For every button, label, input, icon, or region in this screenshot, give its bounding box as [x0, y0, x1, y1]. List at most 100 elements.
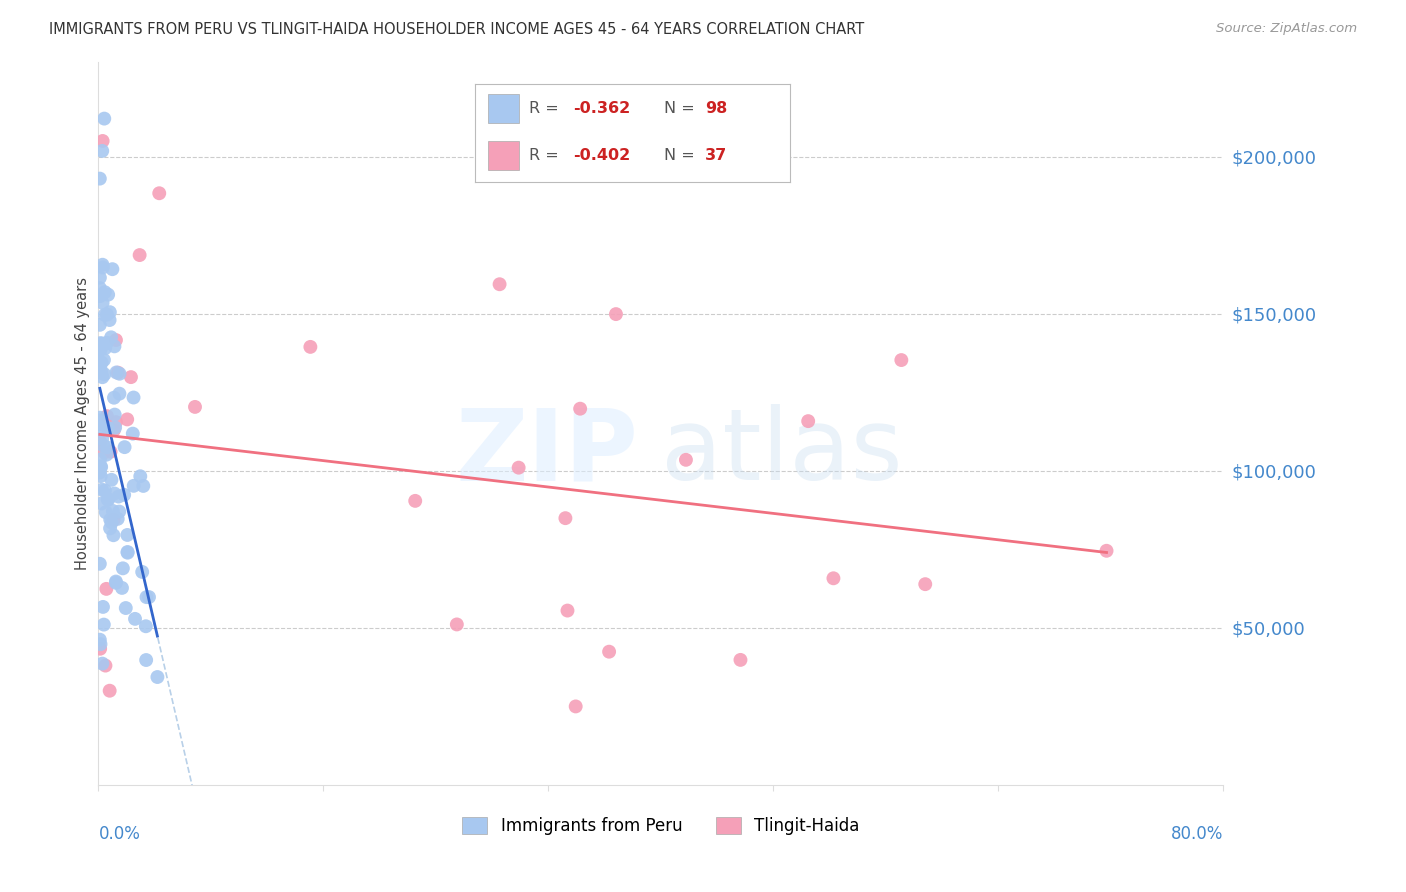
Point — [121, 426, 143, 441]
Point — [114, 440, 136, 454]
Point — [111, 561, 134, 575]
Point — [103, 513, 125, 527]
Point — [508, 460, 530, 475]
Text: 80.0%: 80.0% — [1171, 825, 1223, 843]
Point — [90, 496, 112, 510]
Point — [128, 248, 150, 262]
Point — [1095, 543, 1118, 558]
Point — [89, 452, 111, 467]
Point — [97, 492, 120, 507]
Point — [96, 448, 118, 462]
Point — [94, 483, 117, 498]
Point — [598, 645, 620, 659]
Text: ZIP: ZIP — [456, 404, 638, 501]
Point — [91, 432, 114, 446]
Point — [98, 305, 121, 319]
Point — [91, 144, 114, 158]
Point — [564, 699, 586, 714]
Point — [105, 366, 128, 380]
Point — [117, 546, 139, 560]
Point — [132, 479, 155, 493]
Point — [107, 512, 129, 526]
Point — [135, 590, 157, 604]
Point — [104, 575, 127, 590]
Point — [184, 400, 207, 414]
Point — [89, 632, 111, 647]
Point — [93, 353, 115, 368]
Point — [89, 413, 111, 427]
Point — [93, 112, 115, 126]
Point — [98, 512, 121, 526]
Text: 0.0%: 0.0% — [98, 825, 141, 843]
Point — [100, 473, 122, 487]
Point — [120, 370, 142, 384]
Point — [89, 336, 111, 351]
Point — [730, 653, 752, 667]
Point — [146, 670, 169, 684]
Point — [122, 391, 145, 405]
Point — [89, 343, 111, 357]
Point — [108, 386, 131, 401]
Point — [98, 683, 121, 698]
Point — [135, 619, 157, 633]
Point — [91, 134, 114, 148]
Point — [148, 186, 170, 201]
Point — [103, 486, 125, 500]
Point — [299, 340, 322, 354]
Point — [89, 270, 111, 285]
Point — [823, 571, 845, 585]
Point — [914, 577, 936, 591]
Point — [93, 617, 115, 632]
Point — [89, 557, 111, 571]
Point — [129, 469, 152, 483]
Point — [100, 330, 122, 344]
Point — [103, 528, 125, 542]
Point — [98, 521, 121, 535]
Point — [107, 366, 129, 380]
Text: Source: ZipAtlas.com: Source: ZipAtlas.com — [1216, 22, 1357, 36]
Point — [605, 307, 627, 321]
Point — [96, 409, 118, 424]
Point — [89, 318, 111, 332]
Point — [404, 494, 426, 508]
Point — [89, 171, 111, 186]
Point — [90, 459, 112, 474]
Point — [446, 617, 468, 632]
Point — [103, 339, 125, 353]
Point — [90, 423, 112, 437]
Point — [94, 285, 117, 300]
Point — [104, 574, 127, 589]
Text: IMMIGRANTS FROM PERU VS TLINGIT-HAIDA HOUSEHOLDER INCOME AGES 45 - 64 YEARS CORR: IMMIGRANTS FROM PERU VS TLINGIT-HAIDA HO… — [49, 22, 865, 37]
Point — [89, 417, 111, 431]
Point — [111, 581, 134, 595]
Point — [89, 435, 111, 450]
Point — [101, 262, 124, 277]
Point — [89, 637, 111, 651]
Point — [90, 343, 112, 357]
Point — [96, 582, 118, 596]
Point — [93, 439, 115, 453]
Point — [112, 488, 135, 502]
Point — [94, 505, 117, 519]
Point — [100, 516, 122, 530]
Point — [890, 353, 912, 368]
Point — [103, 391, 125, 405]
Point — [89, 281, 111, 295]
Point — [100, 444, 122, 458]
Point — [93, 445, 115, 459]
Point — [96, 308, 118, 322]
Point — [117, 545, 139, 559]
Point — [103, 423, 125, 437]
Point — [91, 370, 114, 384]
Point — [135, 653, 157, 667]
Point — [115, 412, 138, 426]
Point — [117, 528, 139, 542]
Point — [89, 466, 111, 480]
Y-axis label: Householder Income Ages 45 - 64 years: Householder Income Ages 45 - 64 years — [75, 277, 90, 570]
Text: atlas: atlas — [661, 404, 903, 501]
Point — [89, 641, 111, 656]
Point — [91, 336, 114, 351]
Point — [90, 469, 112, 483]
Point — [91, 657, 114, 671]
Point — [105, 415, 128, 429]
